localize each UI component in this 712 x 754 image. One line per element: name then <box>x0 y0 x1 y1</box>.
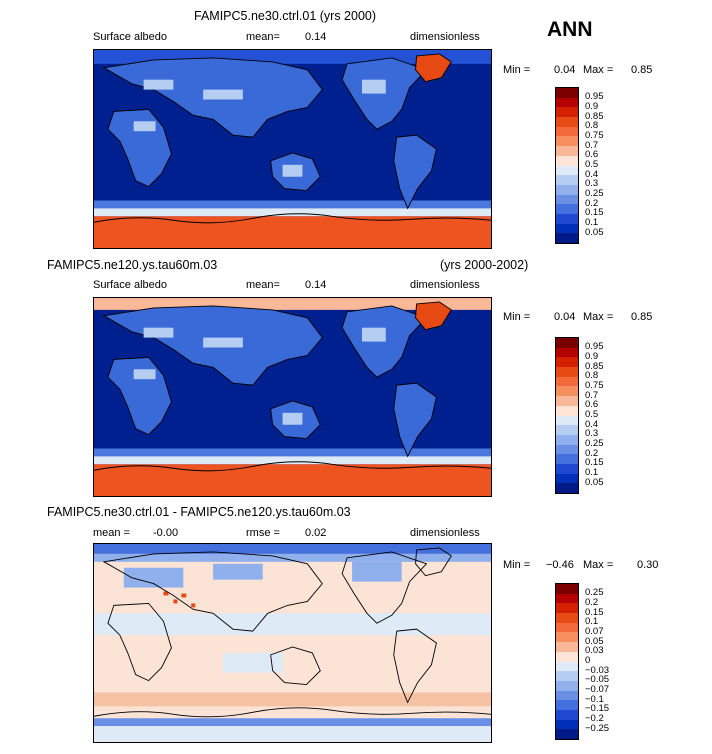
panel-2-cbar-label: 0.7 <box>585 390 599 401</box>
panel-1-albedo-map <box>93 49 492 249</box>
panel-1-cbar-label: 0.4 <box>585 169 599 180</box>
panel-3-cbar-label: −0.15 <box>585 703 610 714</box>
panel-1-cbar-label: 0.85 <box>585 111 604 122</box>
panel-2-cbar-label: 0.2 <box>585 448 599 459</box>
panel-1-cbar-label: 0.75 <box>585 130 604 141</box>
panel-2-mean-value: 0.14 <box>305 279 327 291</box>
panel-1-cbar-label: 0.9 <box>585 101 599 112</box>
panel-1-cbar-label: 0.1 <box>585 217 599 228</box>
panel-3-mean-value: -0.00 <box>153 527 179 539</box>
panel-1-mean-label: mean= <box>246 31 280 43</box>
panel-3-cbar-label: 0.05 <box>585 636 604 647</box>
panel-1-units: dimensionless <box>410 31 480 43</box>
panel-3-cbar-label: −0.03 <box>585 665 610 676</box>
panel-1-cbar-label: 0.2 <box>585 198 599 209</box>
panel-1-cbar-label: 0.05 <box>585 227 604 238</box>
panel-2-units: dimensionless <box>410 279 480 291</box>
panel-2-title: FAMIPC5.ne120.ys.tau60m.03 <box>47 258 218 272</box>
panel-3-rmse-value: 0.02 <box>305 527 327 539</box>
panel-2-variable: Surface albedo <box>93 279 167 291</box>
panel-2-cbar-label: 0.5 <box>585 409 599 420</box>
panel-3-cbar-label: 0.03 <box>585 645 604 656</box>
panel-2-cbar-label: 0.95 <box>585 341 604 352</box>
panel-1-cbar-label: 0.15 <box>585 207 604 218</box>
panel-3-title: FAMIPC5.ne30.ctrl.01 - FAMIPC5.ne120.ys.… <box>47 505 351 519</box>
panel-1-mean-value: 0.14 <box>305 31 327 43</box>
panel-2-cbar-label: 0.05 <box>585 477 604 488</box>
panel-1-cbar-label: 0.7 <box>585 140 599 151</box>
panel-2-cbar-label: 0.8 <box>585 370 599 381</box>
panel-3-max-label: Max = <box>583 559 614 571</box>
panel-3-cbar-label: −0.07 <box>585 684 610 695</box>
panel-3-cbar-label: 0.1 <box>585 616 599 627</box>
panel-2-mean-label: mean= <box>246 279 280 291</box>
panel-3-min-value: −0.46 <box>546 559 574 571</box>
panel-1-cbar-label: 0.6 <box>585 149 599 160</box>
panel-3-cbar-label: 0.2 <box>585 597 599 608</box>
panel-2-cbar-label: 0.9 <box>585 351 599 362</box>
panel-1-min-value: 0.04 <box>554 64 576 76</box>
panel-2-cbar-label: 0.4 <box>585 419 599 430</box>
panel-3-cbar-label: −0.2 <box>585 713 604 724</box>
panel-3-cbar-label: −0.25 <box>585 723 610 734</box>
panel-2-min-label: Min = <box>503 311 531 323</box>
panel-1-colorbar <box>555 87 579 244</box>
panel-3-min-label: Min = <box>503 559 531 571</box>
panel-1-max-value: 0.85 <box>631 64 653 76</box>
season-label: ANN <box>547 18 593 41</box>
panel-2-cbar-label: 0.25 <box>585 438 604 449</box>
panel-1-max-label: Max = <box>583 64 614 76</box>
panel-2-colorbar <box>555 337 579 494</box>
panel-2-max-label: Max = <box>583 311 614 323</box>
panel-3-cbar-label: 0.25 <box>585 587 604 598</box>
panel-1-variable: Surface albedo <box>93 31 167 43</box>
panel-2-cbar-label: 0.15 <box>585 457 604 468</box>
panel-3-colorbar <box>555 583 579 740</box>
panel-3-max-value: 0.30 <box>637 559 659 571</box>
panel-3-cbar-label: −0.1 <box>585 694 604 705</box>
panel-1-cbar-label: 0.95 <box>585 91 604 102</box>
panel-1-min-label: Min = <box>503 64 531 76</box>
panel-3-rmse-label: rmse = <box>246 527 280 539</box>
panel-3-difference-map <box>93 543 492 743</box>
panel-3-units: dimensionless <box>410 527 480 539</box>
panel-2-cbar-label: 0.3 <box>585 428 599 439</box>
panel-2-cbar-label: 0.1 <box>585 467 599 478</box>
panel-1-cbar-label: 0.8 <box>585 120 599 131</box>
panel-2-years: (yrs 2000-2002) <box>440 258 529 272</box>
panel-2-cbar-label: 0.75 <box>585 380 604 391</box>
panel-3-cbar-label: −0.05 <box>585 674 610 685</box>
panel-2-min-value: 0.04 <box>554 311 576 323</box>
panel-2-max-value: 0.85 <box>631 311 653 323</box>
panel-1-cbar-label: 0.5 <box>585 159 599 170</box>
panel-3-cbar-label: 0.15 <box>585 607 604 618</box>
panel-2-cbar-label: 0.85 <box>585 361 604 372</box>
panel-3-cbar-label: 0.07 <box>585 626 604 637</box>
panel-1-cbar-label: 0.3 <box>585 178 599 189</box>
panel-1-cbar-label: 0.25 <box>585 188 604 199</box>
panel-3-cbar-label: 0 <box>585 655 591 666</box>
panel-2-albedo-map <box>93 297 492 497</box>
panel-2-cbar-label: 0.6 <box>585 399 599 410</box>
panel-3-mean-label: mean = <box>93 527 130 539</box>
panel-1-title: FAMIPC5.ne30.ctrl.01 (yrs 2000) <box>194 9 377 23</box>
